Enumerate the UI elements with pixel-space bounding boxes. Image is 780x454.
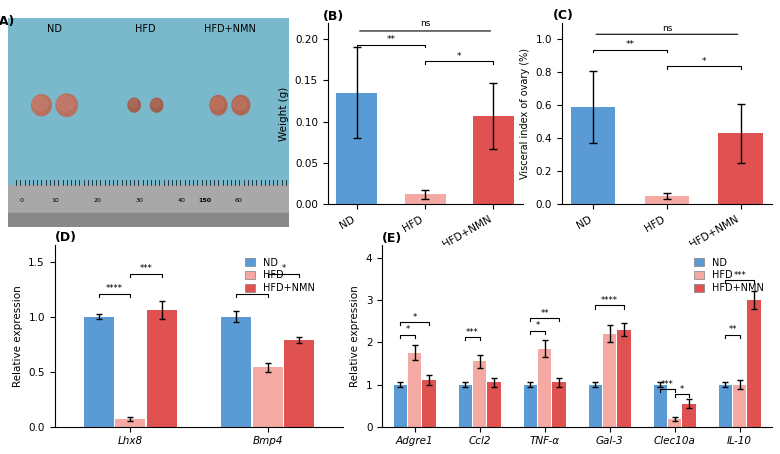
Bar bbox=[552, 382, 566, 427]
Text: 30: 30 bbox=[136, 198, 144, 203]
Text: 40: 40 bbox=[178, 198, 186, 203]
Text: HFD+NMN: HFD+NMN bbox=[204, 24, 256, 34]
Ellipse shape bbox=[211, 98, 224, 110]
Text: **: ** bbox=[729, 326, 737, 335]
Bar bbox=[719, 385, 732, 427]
Bar bbox=[405, 194, 445, 204]
Text: *: * bbox=[282, 265, 285, 273]
Y-axis label: Relative expression: Relative expression bbox=[350, 285, 360, 387]
Bar bbox=[408, 353, 421, 427]
Ellipse shape bbox=[128, 98, 140, 112]
Bar bbox=[747, 300, 760, 427]
Y-axis label: Weight (g): Weight (g) bbox=[279, 86, 289, 141]
Ellipse shape bbox=[232, 95, 250, 115]
Y-axis label: Visceral index of ovary (%): Visceral index of ovary (%) bbox=[519, 48, 530, 179]
Text: (E): (E) bbox=[382, 232, 402, 246]
Bar bbox=[618, 330, 630, 427]
Text: (B): (B) bbox=[323, 10, 344, 23]
Bar bbox=[654, 385, 667, 427]
Text: 10: 10 bbox=[51, 198, 59, 203]
Text: 20: 20 bbox=[94, 198, 101, 203]
Bar bbox=[682, 404, 696, 427]
Text: 0: 0 bbox=[20, 198, 23, 203]
Ellipse shape bbox=[151, 99, 160, 108]
Text: (A): (A) bbox=[0, 15, 15, 28]
Text: **: ** bbox=[247, 284, 256, 293]
Bar bbox=[221, 317, 251, 427]
Ellipse shape bbox=[233, 98, 246, 110]
Text: (C): (C) bbox=[553, 10, 573, 23]
Bar bbox=[668, 419, 681, 427]
Bar bbox=[423, 380, 435, 427]
Bar bbox=[589, 385, 602, 427]
Text: ****: **** bbox=[106, 284, 123, 293]
Text: *: * bbox=[413, 313, 417, 322]
Text: *: * bbox=[701, 57, 706, 66]
Bar bbox=[253, 367, 282, 427]
Ellipse shape bbox=[129, 99, 137, 108]
Y-axis label: Relative expression: Relative expression bbox=[12, 285, 23, 387]
Text: **: ** bbox=[541, 309, 549, 318]
Text: *: * bbox=[535, 321, 540, 330]
Legend: ND, HFD, HFD+NMN: ND, HFD, HFD+NMN bbox=[241, 254, 318, 297]
Bar bbox=[147, 310, 177, 427]
Bar bbox=[8, 213, 289, 227]
Bar bbox=[733, 385, 746, 427]
Ellipse shape bbox=[56, 94, 77, 116]
Bar bbox=[473, 361, 486, 427]
Bar bbox=[394, 385, 407, 427]
Text: ns: ns bbox=[420, 20, 431, 29]
Bar bbox=[8, 18, 289, 185]
Bar bbox=[459, 385, 472, 427]
Text: ***: *** bbox=[466, 328, 479, 336]
Text: ***: *** bbox=[733, 271, 746, 280]
Bar bbox=[524, 385, 537, 427]
Text: **: ** bbox=[387, 35, 395, 44]
Text: ***: *** bbox=[140, 265, 152, 273]
Ellipse shape bbox=[151, 98, 163, 112]
Legend: ND, HFD, HFD+NMN: ND, HFD, HFD+NMN bbox=[690, 254, 768, 297]
Ellipse shape bbox=[32, 95, 51, 116]
Text: ns: ns bbox=[661, 24, 672, 33]
Ellipse shape bbox=[57, 96, 74, 111]
Bar bbox=[538, 349, 551, 427]
Text: *: * bbox=[406, 326, 410, 335]
Ellipse shape bbox=[210, 95, 227, 115]
Text: ND: ND bbox=[47, 24, 62, 34]
Text: 60: 60 bbox=[234, 198, 242, 203]
Text: ****: **** bbox=[601, 296, 619, 305]
Bar bbox=[603, 334, 616, 427]
Bar bbox=[83, 317, 114, 427]
Bar bbox=[8, 185, 289, 227]
Text: HFD: HFD bbox=[135, 24, 156, 34]
Bar bbox=[718, 133, 763, 204]
Text: (D): (D) bbox=[55, 231, 76, 244]
Text: *: * bbox=[679, 385, 684, 394]
Text: **: ** bbox=[626, 40, 635, 49]
Bar bbox=[284, 340, 314, 427]
Bar bbox=[645, 196, 689, 204]
Ellipse shape bbox=[32, 96, 48, 111]
Bar bbox=[473, 116, 514, 204]
Bar bbox=[336, 93, 378, 204]
Bar bbox=[488, 382, 501, 427]
Text: *: * bbox=[457, 52, 462, 61]
Text: ***: *** bbox=[661, 380, 674, 389]
Text: 150: 150 bbox=[198, 198, 211, 203]
Bar bbox=[571, 107, 615, 204]
Bar bbox=[115, 419, 145, 427]
